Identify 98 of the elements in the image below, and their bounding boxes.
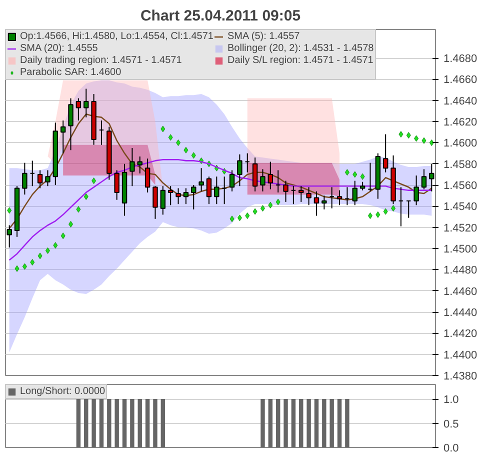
candlestick <box>421 168 427 190</box>
point <box>84 193 88 200</box>
y-tick-label: 1.4420 <box>444 328 478 340</box>
legend-label: SMA (20): 1.4555 <box>20 43 98 54</box>
y-tick-label: 1.4640 <box>444 95 478 108</box>
candlestick <box>314 190 320 216</box>
legend-label: Long/Short: 0.0000 <box>20 386 106 397</box>
point <box>168 134 173 141</box>
line-series <box>8 158 432 261</box>
legend-label: SMA (5): 1.4557 <box>227 31 300 42</box>
candlestick <box>114 170 120 200</box>
candlestick <box>336 190 342 206</box>
point <box>38 252 42 260</box>
y-tick-label: 1.4440 <box>444 307 478 320</box>
point <box>414 135 419 142</box>
point <box>360 173 365 180</box>
candlestick <box>414 175 419 206</box>
point <box>30 259 35 266</box>
candlestick <box>137 156 142 174</box>
point <box>368 212 372 219</box>
legend-label: Daily S/L region: 1.4571 - 1.4571 <box>227 55 374 66</box>
legend-label: Op:1.4566, Hi:1.4580, Lo:1.4554, Cl:1.4571 <box>20 31 214 42</box>
point <box>268 202 273 208</box>
y-tick-label: 1.4560 <box>444 180 478 192</box>
y-tick-label: 1.4380 <box>444 370 478 382</box>
point <box>252 208 258 215</box>
candlestick <box>68 98 74 151</box>
candlestick <box>45 170 50 187</box>
point <box>429 139 434 146</box>
candlestick <box>237 154 242 187</box>
y-tick-label: 1.4680 <box>444 53 478 66</box>
candlestick <box>198 168 204 192</box>
candlestick <box>206 176 212 205</box>
candlestick <box>37 170 43 189</box>
point <box>22 263 27 270</box>
point <box>406 132 411 139</box>
point <box>76 206 81 213</box>
candlestick <box>191 184 196 210</box>
candlestick <box>160 186 166 216</box>
point <box>14 265 20 272</box>
point <box>92 178 96 184</box>
y-tick-label: 1.4580 <box>444 158 478 171</box>
candlestick <box>183 188 189 205</box>
y-tick-label: 1.4540 <box>444 201 478 214</box>
candlestick <box>306 186 312 206</box>
y-tick-label: 1.4460 <box>444 286 478 298</box>
point <box>7 207 12 214</box>
candlestick <box>352 180 358 206</box>
candlestick <box>322 195 327 210</box>
point <box>245 212 250 219</box>
point <box>260 205 265 212</box>
y-tick-label: 1.4400 <box>444 349 478 362</box>
point <box>191 152 196 159</box>
y-tick-label: 1.4600 <box>444 138 478 150</box>
candlestick <box>60 120 66 154</box>
point <box>276 198 280 206</box>
y-tick-label: 1.4500 <box>444 244 478 256</box>
point <box>230 216 234 222</box>
legend-label: Daily trading region: 1.4571 - 1.4571 <box>20 55 182 66</box>
point <box>237 214 242 222</box>
point <box>45 247 50 254</box>
point <box>422 137 426 144</box>
candlestick <box>298 186 304 202</box>
candlestick <box>283 180 288 202</box>
candlestick <box>22 162 28 196</box>
candlestick <box>382 134 388 173</box>
point <box>391 205 396 212</box>
point <box>352 171 358 178</box>
y-tick-label: 0.5 <box>444 418 459 430</box>
candlestick <box>229 170 235 192</box>
point <box>344 169 350 176</box>
legend-label: Bollinger (20, 2): 1.4531 - 1.4578 <box>227 43 374 54</box>
chart-title: Chart 25.04.2011 09:05 <box>140 8 301 24</box>
legend-label: Parabolic SAR: 1.4600 <box>20 67 122 78</box>
candlestick <box>214 176 220 205</box>
y-tick-label: 1.4620 <box>444 116 478 129</box>
point <box>68 220 74 228</box>
candlestick <box>84 88 89 118</box>
candlestick <box>76 98 82 121</box>
candlestick <box>176 188 181 205</box>
point <box>60 232 66 240</box>
candlestick <box>6 224 12 248</box>
point <box>176 139 181 146</box>
candlestick <box>144 158 150 193</box>
y-tick-label: 1.0 <box>444 394 459 406</box>
point <box>376 211 380 218</box>
point <box>184 146 188 154</box>
y-tick-label: 1.4480 <box>444 264 478 277</box>
point <box>398 131 404 138</box>
point <box>160 126 166 132</box>
y-tick-label: 1.4520 <box>444 222 478 234</box>
candlestick <box>168 186 174 206</box>
y-tick-label: 0.0 <box>444 442 459 454</box>
candlestick <box>130 148 135 187</box>
point <box>383 208 388 215</box>
point <box>53 242 58 249</box>
y-tick-label: 1.4660 <box>444 74 478 86</box>
candlestick <box>152 186 158 220</box>
